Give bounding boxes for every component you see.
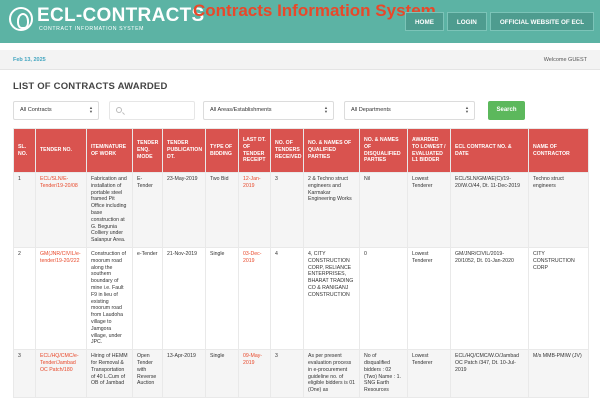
contracts-select[interactable]: All Contracts ▲ ▼ (13, 101, 99, 120)
column-header: TENDER NO. (35, 128, 87, 173)
cell-contract-no: ECL/HQ/CMC/W.O/Jambad OC Patch /347, Dt.… (450, 349, 529, 398)
search-button[interactable]: Search (488, 101, 525, 120)
table-row: 1 ECL/SLN/E-Tender/19-20/08 Fabrication … (13, 172, 589, 248)
column-header: TENDER PUBLICATION DT. (162, 128, 206, 173)
cell-contract-no: ECL/SLN/GM/AE(C)/19-20/W.O/44, Dt. 11-De… (450, 172, 529, 248)
select-arrows-icon: ▲ ▼ (89, 105, 93, 114)
cell-awarded: Lowest Tenderer (407, 349, 451, 398)
cell-contract-no: GM/JNR/CIVIL/2019-20/1052, Dt. 01-Jan-20… (450, 246, 529, 351)
cell-disqualified: 0 (359, 246, 408, 351)
select-arrows-icon: ▲ ▼ (465, 105, 469, 114)
contracts-select-value: All Contracts (20, 107, 52, 113)
departments-select[interactable]: All Departments ▲ ▼ (344, 101, 475, 120)
column-header: TENDER ENQ. MODE (132, 128, 163, 173)
cell-qualified: As per present evaluation process in e-p… (303, 349, 360, 398)
areas-select-value: All Areas/Establishments (210, 107, 272, 113)
cell-bidding: Single (205, 246, 239, 351)
cell-received: 3 (270, 172, 304, 248)
cell-tender-no-link[interactable]: ECL/HQ/CMC/e-Tender/Jambad OC Patch/180 (35, 349, 87, 398)
main-nav: HOME LOGIN OFFICIAL WEBSITE OF ECL (405, 12, 597, 31)
column-header: LAST DT. OF TENDER RECEIPT (238, 128, 271, 173)
column-header: SL. NO. (13, 128, 36, 173)
date-bar: Feb 13, 2025 Welcome GUEST (0, 50, 600, 70)
table-header-row: SL. NO. TENDER NO. ITEM/NATURE OF WORK T… (13, 128, 589, 173)
cell-mode: e-Tender (132, 246, 163, 351)
table-row: 2 GM(JNR/CIVIL/e-tender/19-20/222 Constr… (13, 246, 589, 351)
column-header: NAME OF CONTRACTOR (528, 128, 589, 173)
site-title: Contracts Information System (193, 1, 436, 20)
cell-contractor: Techno struct engineers (528, 172, 589, 248)
column-header: NO. OF TENDERS RECEIVED (270, 128, 304, 173)
cell-contractor: M/s MMB-PMIW (JV) (528, 349, 589, 398)
logo-subtitle: CONTRACT INFORMATION SYSTEM (39, 26, 145, 32)
cell-awarded: Lowest Tenderer (407, 246, 451, 351)
page-title: LIST OF CONTRACTS AWARDED (13, 81, 168, 92)
column-header: ITEM/NATURE OF WORK (86, 128, 133, 173)
flame-logo-icon (9, 7, 33, 31)
cell-sl: 3 (13, 349, 36, 398)
column-header: AWARDED TO LOWEST / EVALUATED L1 BIDDER (407, 128, 451, 173)
cell-sl: 1 (13, 172, 36, 248)
select-arrows-icon: ▲ ▼ (324, 105, 328, 114)
column-header: NO. & NAMES OF DISQUALIFIED PARTIES (359, 128, 408, 173)
cell-contractor: CITY CONSTRUCTION CORP (528, 246, 589, 351)
cell-publication: 23-May-2019 (162, 172, 206, 248)
cell-item: Construction of moorum road along the so… (86, 246, 133, 351)
departments-select-value: All Departments (351, 107, 391, 113)
cell-received: 4 (270, 246, 304, 351)
cell-last-date: 03-Dec-2019 (238, 246, 271, 351)
cell-last-date: 12-Jan-2019 (238, 172, 271, 248)
table-row: 3 ECL/HQ/CMC/e-Tender/Jambad OC Patch/18… (13, 349, 589, 398)
column-header: ECL CONTRACT NO. & DATE (450, 128, 529, 173)
contracts-table: SL. NO. TENDER NO. ITEM/NATURE OF WORK T… (13, 128, 589, 398)
current-date: Feb 13, 2025 (13, 57, 46, 63)
cell-qualified: 4, CITY CONSTRUCTION CORP, RELIANCE ENTE… (303, 246, 360, 351)
cell-tender-no-link[interactable]: ECL/SLN/E-Tender/19-20/08 (35, 172, 87, 248)
cell-sl: 2 (13, 246, 36, 351)
cell-last-date: 09-May-2019 (238, 349, 271, 398)
cell-item: Fabrication and installation of portable… (86, 172, 133, 248)
column-header: NO. & NAMES OF QUALIFIED PARTIES (303, 128, 360, 173)
cell-disqualified: Nil (359, 172, 408, 248)
cell-bidding: Single (205, 349, 239, 398)
cell-publication: 13-Apr-2019 (162, 349, 206, 398)
cell-awarded: Lowest Tenderer (407, 172, 451, 248)
top-header: ECL-CONTRACTS CONTRACT INFORMATION SYSTE… (0, 0, 600, 43)
nav-login-button[interactable]: LOGIN (446, 12, 487, 31)
cell-item: Hiring of HEMM for Removal & Transportat… (86, 349, 133, 398)
search-icon (116, 107, 122, 113)
cell-publication: 21-Nov-2019 (162, 246, 206, 351)
cell-tender-no-link[interactable]: GM(JNR/CIVIL/e-tender/19-20/222 (35, 246, 87, 351)
search-input[interactable] (109, 101, 195, 120)
cell-bidding: Two Bid (205, 172, 239, 248)
welcome-text: Welcome GUEST (543, 57, 587, 63)
nav-official-website-button[interactable]: OFFICIAL WEBSITE OF ECL (489, 12, 595, 31)
nav-home-button[interactable]: HOME (405, 12, 444, 31)
cell-mode: E-Tender (132, 172, 163, 248)
areas-select[interactable]: All Areas/Establishments ▲ ▼ (203, 101, 334, 120)
cell-disqualified: No of disqualified bidders : 02 (Two) Na… (359, 349, 408, 398)
column-header: TYPE OF BIDDING (205, 128, 239, 173)
logo-title: ECL-CONTRACTS (37, 5, 205, 26)
cell-mode: Open Tender with Reverse Auction (132, 349, 163, 398)
cell-received: 3 (270, 349, 304, 398)
cell-qualified: 2 & Techno struct engineers and Karmakar… (303, 172, 360, 248)
